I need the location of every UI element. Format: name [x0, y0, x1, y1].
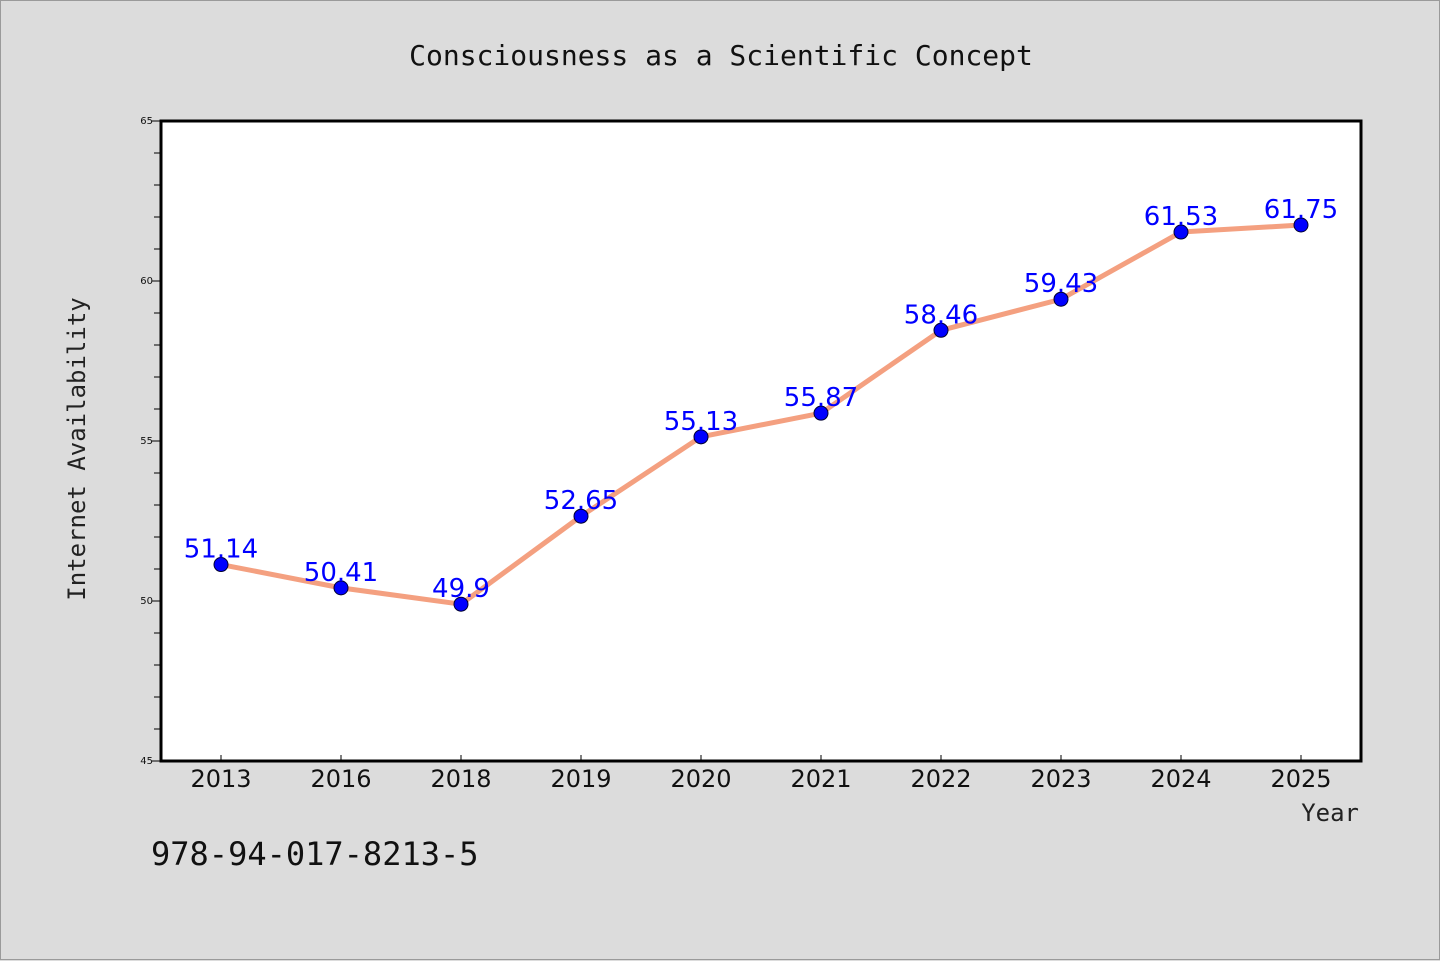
x-tick-label: 2020 [670, 765, 731, 793]
data-label: 59.43 [1024, 269, 1098, 299]
data-label: 55.87 [784, 383, 858, 413]
x-tick-label: 2024 [1150, 765, 1211, 793]
chart-title: Consciousness as a Scientific Concept [409, 39, 1033, 72]
x-tick-label: 2022 [910, 765, 971, 793]
y-tick-label: 55 [140, 436, 153, 447]
x-tick-label: 2023 [1030, 765, 1091, 793]
plot-area [159, 119, 1363, 763]
y-tick-label: 60 [140, 276, 153, 287]
x-tick-label: 2016 [310, 765, 371, 793]
y-tick-label: 50 [140, 596, 153, 607]
data-point [1053, 291, 1069, 307]
x-axis-label: Year [1301, 799, 1359, 827]
data-label: 50.41 [304, 558, 378, 588]
y-tick-label: 65 [140, 116, 153, 127]
data-point [453, 596, 469, 612]
data-point [573, 508, 589, 524]
data-labels: 51.14 50.41 49.9 52.65 55.13 55.87 58.46 59.43 6… [184, 195, 1338, 604]
footer-code: 978-94-017-8213-5 [151, 835, 479, 873]
data-label: 49.9 [432, 574, 490, 604]
data-point [1173, 224, 1189, 240]
x-axis: 2013 2016 2018 2019 2020 2021 2022 2023 2024 2025 [190, 755, 1332, 793]
data-label: 52.65 [544, 486, 618, 516]
data-point [213, 557, 229, 573]
x-tick-label: 2021 [790, 765, 851, 793]
data-label: 51.14 [184, 535, 258, 565]
series-line-group [218, 222, 1304, 607]
series-line [218, 222, 1304, 607]
data-point [693, 429, 709, 445]
x-tick-label: 2013 [190, 765, 251, 793]
data-point [333, 580, 349, 596]
data-label: 58.46 [904, 300, 978, 330]
data-label: 55.13 [664, 407, 738, 437]
data-point [1293, 217, 1309, 233]
data-markers [213, 217, 1309, 612]
x-tick-label: 2019 [550, 765, 611, 793]
x-tick-label: 2018 [430, 765, 491, 793]
data-point [813, 405, 829, 421]
y-tick-label: 45 [140, 756, 153, 767]
data-point [933, 322, 949, 338]
x-tick-label: 2025 [1270, 765, 1331, 793]
y-axis-label: Internet Availability [63, 297, 91, 600]
data-label: 61.53 [1144, 202, 1218, 232]
y-axis: 45 50 55 60 65 [140, 116, 161, 767]
data-label: 61.75 [1264, 195, 1338, 225]
